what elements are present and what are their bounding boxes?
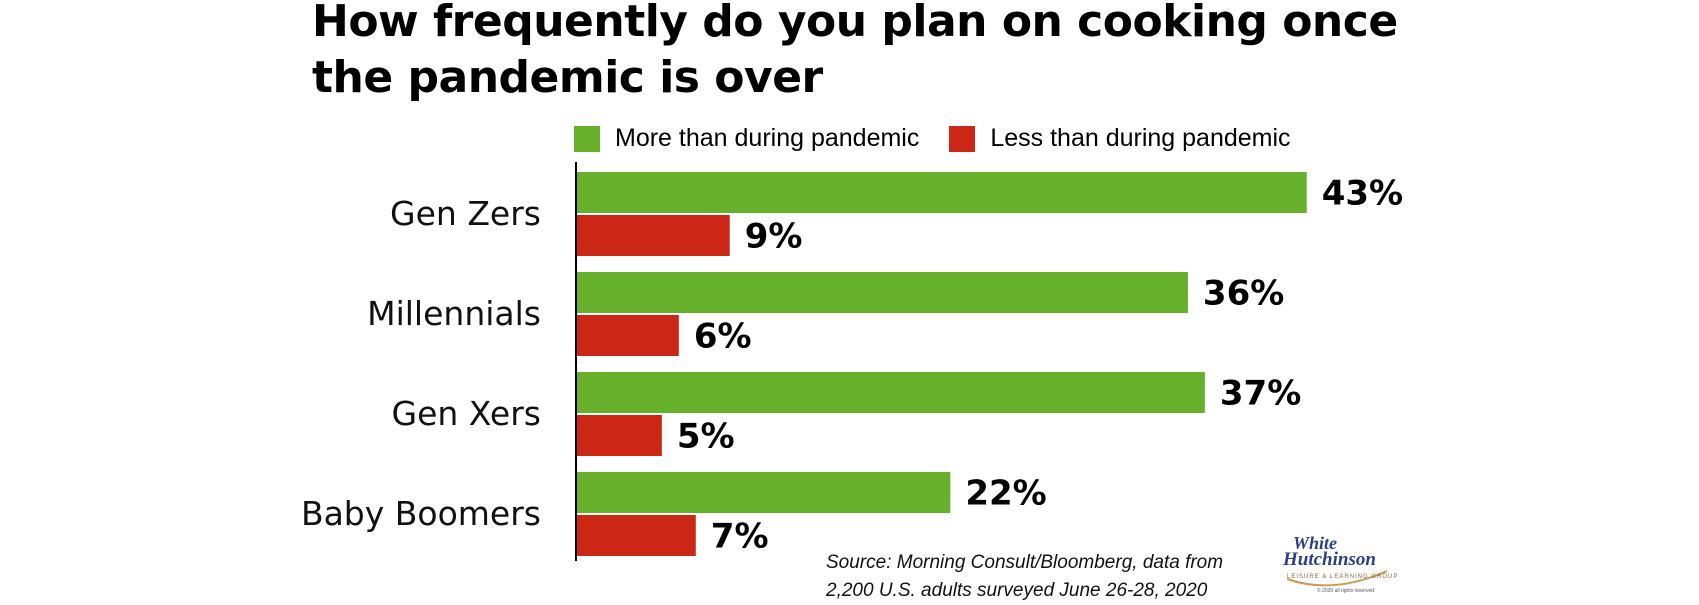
bar-less xyxy=(577,515,696,556)
bar-less xyxy=(577,315,679,356)
data-label: 7% xyxy=(711,517,769,557)
bar-less xyxy=(577,215,730,256)
source-line-1: Source: Morning Consult/Bloomberg, data … xyxy=(826,552,1224,573)
legend-swatch-more xyxy=(574,125,600,152)
bar-more xyxy=(577,272,1188,313)
legend-label-more: More than during pandemic xyxy=(615,124,920,152)
data-label: 43% xyxy=(1322,174,1403,214)
chart-title: How frequently do you plan on cooking on… xyxy=(312,0,1412,106)
data-label: 37% xyxy=(1220,374,1301,414)
bars-layer: Gen Zers 43% 9% Millennials 36% 6% Gen Xers 37%… xyxy=(301,162,1403,561)
logo-copyright: © 2020 all rights reserved xyxy=(1317,588,1375,594)
logo-text-hutchinson: Hutchinson xyxy=(1283,549,1376,570)
legend-item-more: More than during pandemic xyxy=(574,124,919,153)
data-label: 36% xyxy=(1203,274,1284,314)
chart-title-line-2: the pandemic is over xyxy=(312,52,823,103)
chart-legend: More than during pandemic Less than duri… xyxy=(574,124,1321,153)
legend-item-less: Less than during pandemic xyxy=(949,124,1291,153)
chart-title-line-1: How frequently do you plan on cooking on… xyxy=(312,0,1398,47)
bar-more xyxy=(577,172,1307,213)
bar-more xyxy=(577,472,951,513)
category-label: Millennials xyxy=(367,294,541,333)
bar-more xyxy=(577,372,1205,413)
bar-less xyxy=(577,415,662,456)
category-label: Gen Xers xyxy=(392,394,541,433)
data-label: 5% xyxy=(677,417,735,457)
logo-text-white: White xyxy=(1293,533,1338,553)
category-label: Gen Zers xyxy=(390,194,541,233)
source-line-2: 2,200 U.S. adults surveyed June 26-28, 2… xyxy=(826,580,1208,601)
legend-label-less: Less than during pandemic xyxy=(990,124,1291,152)
logo-tagline: LEISURE & LEARNING GROUP xyxy=(1287,574,1399,580)
company-logo: White Hutchinson LEISURE & LEARNING GROU… xyxy=(1283,533,1397,597)
data-label: 22% xyxy=(965,474,1046,514)
logo-swoosh-icon xyxy=(1286,570,1388,587)
data-label: 6% xyxy=(694,317,752,357)
data-label: 9% xyxy=(745,217,803,257)
source-note: Source: Morning Consult/Bloomberg, data … xyxy=(826,549,1276,605)
category-label: Baby Boomers xyxy=(301,494,541,533)
legend-swatch-less xyxy=(949,125,976,152)
